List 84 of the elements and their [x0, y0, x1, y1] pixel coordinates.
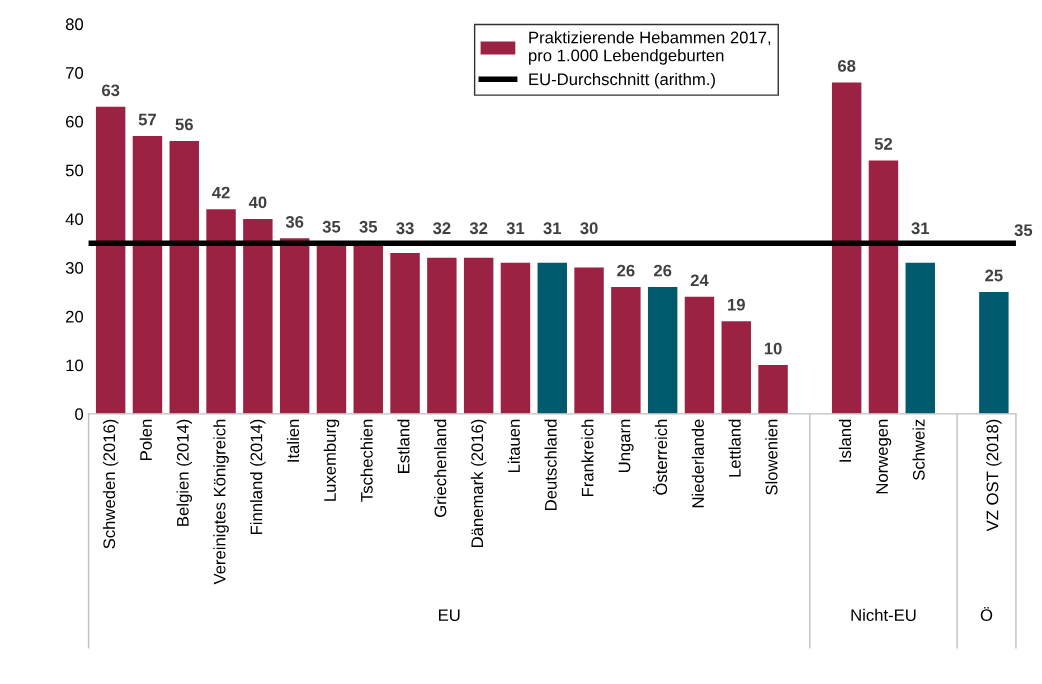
x-tick-label: Dänemark (2016) — [470, 419, 487, 547]
data-label: 35 — [322, 220, 341, 233]
x-tick-label: Lettland — [728, 419, 741, 477]
y-tick-label: 40 — [65, 213, 84, 226]
x-tick-label: Frankreich — [581, 419, 594, 497]
y-tick-label: 20 — [66, 310, 84, 323]
x-tick-label: Litauen — [507, 419, 520, 472]
data-label: 26 — [617, 264, 635, 277]
x-tick-label: Ungarn — [618, 419, 634, 473]
data-label: 19 — [728, 298, 745, 311]
data-label: 42 — [212, 186, 230, 199]
data-label: 31 — [543, 222, 562, 235]
data-label: 63 — [101, 84, 120, 97]
data-label: 35 — [359, 220, 378, 233]
data-label: 10 — [764, 342, 782, 355]
legend-label: Praktizierende Hebammen 2017, pro 1.000 Lebendgeburten — [529, 31, 771, 65]
x-tick-label: Estland — [397, 419, 410, 473]
x-tick-label: Finnland (2014) — [250, 419, 266, 535]
y-tick-label: 30 — [65, 262, 84, 274]
bar — [427, 257, 457, 414]
data-label: 36 — [285, 215, 304, 228]
data-label: 57 — [138, 113, 156, 126]
x-tick-label: Vereinigtes Königreich — [213, 419, 229, 585]
bar — [279, 238, 310, 414]
text: EU — [439, 609, 460, 622]
x-tick-label: Island — [838, 419, 852, 462]
y-tick-label: 80 — [65, 18, 84, 31]
bar — [905, 262, 935, 414]
bar — [353, 243, 383, 414]
data-label: 25 — [985, 269, 1003, 282]
x-tick-label: Tschechien — [360, 419, 373, 502]
legend-label: EU-Durchschnitt (arithm.) — [529, 72, 715, 89]
x-tick-label: Slowenien — [765, 419, 778, 495]
bar — [831, 82, 862, 414]
bar — [95, 106, 126, 414]
data-label: 26 — [653, 264, 672, 277]
y-tick-label: 70 — [66, 67, 84, 79]
data-label: 24 — [690, 274, 709, 287]
y-tick-label: 50 — [65, 164, 84, 177]
y-tick-label: 0 — [75, 408, 84, 421]
bar — [132, 136, 163, 414]
x-tick-label: Griechenland — [434, 419, 447, 517]
text: Ö — [980, 606, 993, 622]
x-tick-label: Schweiz — [912, 419, 925, 480]
x-tick-label: Deutschland — [544, 419, 557, 510]
x-tick-label: Österreich — [653, 419, 668, 495]
x-tick-label: Luxemburg — [323, 419, 340, 501]
x-tick-label: Belgien (2014) — [176, 419, 193, 526]
bar — [574, 267, 604, 414]
bar — [463, 257, 494, 414]
bar — [206, 209, 236, 414]
bar — [500, 262, 531, 414]
x-tick-label: Italien — [286, 419, 300, 462]
bar — [684, 296, 715, 414]
data-label: 56 — [175, 118, 193, 131]
data-label: 31 — [911, 222, 930, 235]
data-label: 68 — [838, 60, 856, 72]
bar — [979, 291, 1009, 414]
x-tick-label: Schweden (2016) — [102, 419, 119, 549]
data-label: 32 — [469, 222, 488, 235]
bar — [169, 140, 199, 414]
y-tick-label: 60 — [66, 115, 84, 128]
data-label: 40 — [248, 196, 267, 209]
annotation: 35 — [1014, 224, 1033, 237]
bar — [537, 262, 567, 414]
x-tick-label: Norwegen — [876, 419, 892, 494]
bar — [721, 321, 751, 414]
bar — [647, 287, 678, 414]
x-tick-label: Polen — [139, 419, 152, 460]
data-label: 33 — [396, 222, 414, 235]
x-tick-label: Niederlande — [691, 419, 704, 508]
text: Nicht-EU — [851, 608, 916, 622]
bar — [611, 287, 641, 414]
bar — [390, 252, 420, 414]
x-tick-label: VZ OST (2018) — [986, 419, 1002, 532]
y-tick-label: 10 — [66, 359, 84, 372]
data-label: 31 — [506, 222, 525, 235]
data-label: 32 — [432, 222, 451, 235]
data-label: 52 — [874, 137, 893, 150]
bar — [868, 160, 899, 414]
data-label: 30 — [580, 222, 598, 235]
bar — [243, 218, 273, 414]
bar — [758, 365, 788, 414]
bar — [316, 243, 347, 414]
